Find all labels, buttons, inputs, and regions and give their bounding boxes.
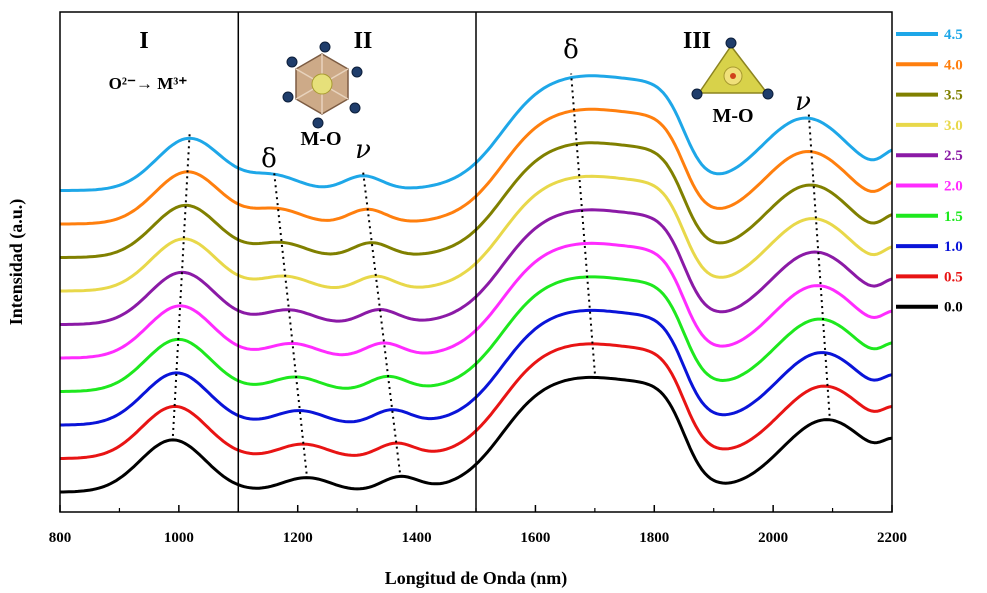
region-label-I: I xyxy=(139,28,148,54)
x-tick-label-1400: 1400 xyxy=(402,530,432,546)
legend-label-2.5: 2.5 xyxy=(944,148,963,164)
mo-tetrahedral-label: M-O xyxy=(712,105,753,127)
legend: 4.5 4.0 3.5 3.0 2.5 2.0 1.5 1.0 0.5 0.0 xyxy=(896,27,963,316)
tetrahedron-structure-icon xyxy=(691,37,774,100)
legend-label-0.0: 0.0 xyxy=(944,300,963,316)
legend-label-4.5: 4.5 xyxy=(944,27,963,43)
guide-delta-III xyxy=(570,73,596,374)
legend-label-2.0: 2.0 xyxy=(944,179,963,195)
legend-label-1.0: 1.0 xyxy=(944,239,963,255)
octahedron-structure-icon xyxy=(282,41,363,129)
legend-label-3.0: 3.0 xyxy=(944,118,963,134)
legend-label-1.5: 1.5 xyxy=(944,209,963,225)
delta-label-II: δ xyxy=(261,144,277,174)
charge-transfer-label: O²⁻→ M³⁺ xyxy=(109,74,188,93)
guide-delta-II xyxy=(272,170,308,474)
nu-label-III: ν xyxy=(795,87,811,117)
x-tick-label-1200: 1200 xyxy=(283,530,313,546)
legend-label-3.5: 3.5 xyxy=(944,88,963,104)
region-label-III: III xyxy=(683,28,711,54)
x-tick-label-800: 800 xyxy=(49,530,72,546)
x-tick-label-1800: 1800 xyxy=(639,530,669,546)
x-tick-label-2000: 2000 xyxy=(758,530,788,546)
guide-peak-I xyxy=(171,134,191,436)
annotations: O²⁻→ M³⁺ δ ν δ ν M-O M-O xyxy=(109,35,811,174)
nu-label-II: ν xyxy=(355,135,371,165)
region-label-II: II xyxy=(354,28,373,54)
mo-octahedral-label: M-O xyxy=(300,128,341,150)
legend-label-4.0: 4.0 xyxy=(944,57,963,73)
x-tick-label-1600: 1600 xyxy=(520,530,550,546)
x-tick-label-1000: 1000 xyxy=(164,530,194,546)
guide-nu-III xyxy=(807,114,831,416)
x-axis-title: Longitud de Onda (nm) xyxy=(385,568,568,589)
delta-label-III: δ xyxy=(563,35,579,65)
y-axis-title: Intensidad (a.u.) xyxy=(6,199,27,326)
legend-label-0.5: 0.5 xyxy=(944,269,963,285)
x-tick-label-2200: 2200 xyxy=(877,530,907,546)
guide-nu-II xyxy=(362,171,401,473)
